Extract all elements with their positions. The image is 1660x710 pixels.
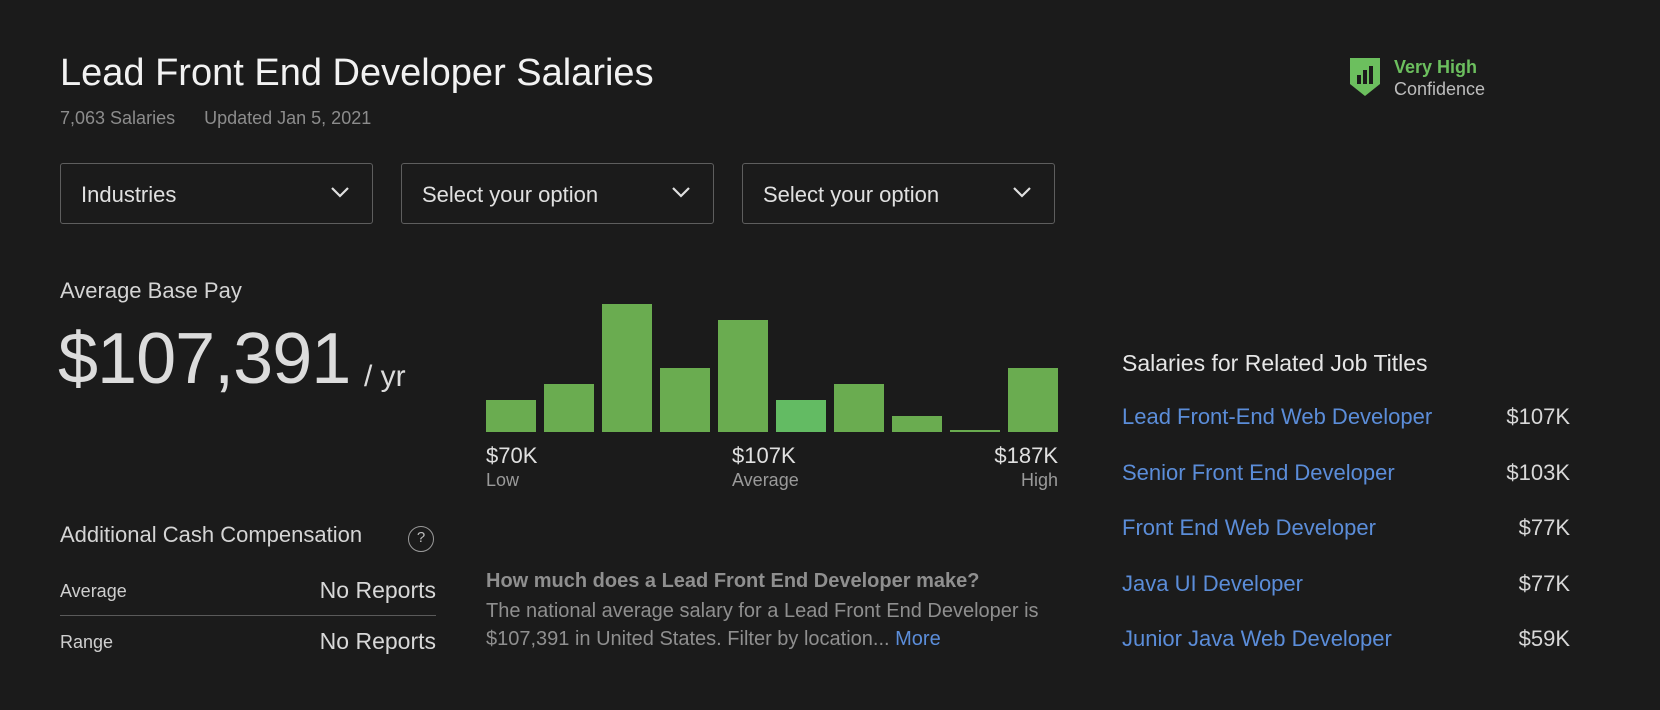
related-job-link[interactable]: Lead Front-End Web Developer [1122,404,1433,429]
histogram-bar [544,384,594,432]
histogram-bar [834,384,884,432]
related-job-row: Junior Java Web Developer $59K [1122,622,1570,658]
related-job-pay: $107K [1506,404,1570,429]
row-value: No Reports [319,628,436,654]
dropdown-label: Select your option [763,182,940,207]
confidence-label: Confidence [1394,79,1486,99]
option-dropdown-2[interactable]: Select your option [742,163,1055,224]
additional-cash-title: Additional Cash Compensation [60,522,363,547]
related-job-pay: $77K [1518,571,1570,596]
faq-answer: The national average salary for a Lead F… [486,597,1066,653]
additional-cash-range-row: Range No Reports [60,618,436,668]
histogram-high-value: $187K [994,443,1058,468]
histogram-average-value: $107K [732,443,796,468]
related-job-row: Java UI Developer $77K [1122,567,1570,603]
histogram-high-label: High [1020,470,1058,490]
row-value: No Reports [319,577,436,603]
histogram-bar [660,368,710,432]
confidence-level: Very High [1394,57,1478,77]
related-job-link[interactable]: Junior Java Web Developer [1122,626,1392,651]
histogram-bar [486,400,536,432]
pay-period-unit: / yr [364,360,406,393]
related-job-link[interactable]: Java UI Developer [1122,571,1303,596]
histogram-bar [892,416,942,432]
related-job-pay: $77K [1518,515,1570,540]
faq-answer-text: The national average salary for a Lead F… [486,600,1039,650]
histogram-bar [718,320,768,432]
related-job-link[interactable]: Senior Front End Developer [1122,460,1395,485]
histogram-bar [776,400,826,432]
histogram-average-label: Average [732,470,799,490]
option-dropdown-1[interactable]: Select your option [401,163,714,224]
salary-count: 7,063 Salaries [60,108,176,128]
related-job-row: Senior Front End Developer $103K [1122,456,1570,492]
page-meta: 7,063 Salaries Updated Jan 5, 2021 [60,108,371,129]
chevron-down-icon [672,187,690,198]
related-job-row: Lead Front-End Web Developer $107K [1122,400,1570,436]
salary-histogram [486,304,1058,432]
histogram-bar [602,304,652,432]
related-job-pay: $59K [1518,626,1570,651]
histogram-bar [1008,368,1058,432]
updated-date: Updated Jan 5, 2021 [204,108,372,128]
faq-question: How much does a Lead Front End Developer… [486,570,980,592]
related-job-row: Front End Web Developer $77K [1122,511,1570,547]
row-divider [60,615,436,616]
confidence-text: Very High Confidence [1394,56,1485,100]
chevron-down-icon [331,187,349,198]
average-base-pay-label: Average Base Pay [60,278,242,303]
related-jobs-title: Salaries for Related Job Titles [1122,350,1428,376]
confidence-badge: Very High Confidence [1348,56,1485,100]
chevron-down-icon [1013,187,1031,198]
industries-dropdown[interactable]: Industries [60,163,373,224]
additional-cash-average-row: Average No Reports [60,567,436,617]
histogram-low-value: $70K [486,443,538,468]
page-title: Lead Front End Developer Salaries [60,52,654,94]
question-circle-icon[interactable]: ? [408,526,434,552]
row-key: Range [60,632,114,652]
histogram-bar [950,430,1000,432]
dropdown-label: Select your option [422,182,599,207]
related-job-pay: $103K [1506,460,1570,485]
bar-chart-shield-icon [1350,58,1380,96]
histogram-low-label: Low [486,470,520,490]
row-key: Average [60,581,127,601]
dropdown-label: Industries [81,182,177,207]
more-link[interactable]: More [895,628,941,650]
average-base-pay-value: $107,391 [58,319,351,399]
related-job-link[interactable]: Front End Web Developer [1122,515,1376,540]
